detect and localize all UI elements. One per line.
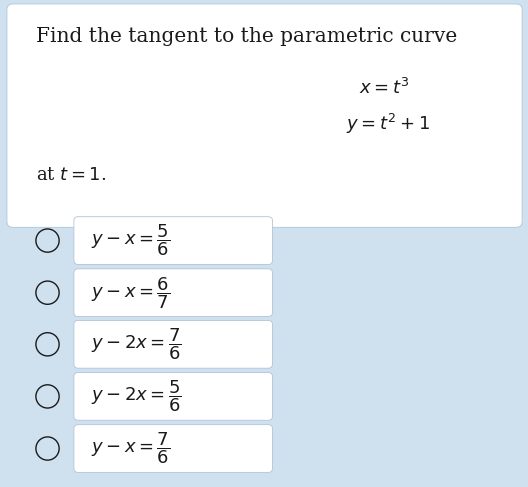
FancyBboxPatch shape <box>74 373 272 420</box>
Text: $x = t^3$: $x = t^3$ <box>359 78 410 98</box>
Text: Find the tangent to the parametric curve: Find the tangent to the parametric curve <box>36 27 457 46</box>
Text: $y - x = \dfrac{5}{6}$: $y - x = \dfrac{5}{6}$ <box>91 223 171 259</box>
FancyBboxPatch shape <box>74 269 272 317</box>
Text: $y - x = \dfrac{6}{7}$: $y - x = \dfrac{6}{7}$ <box>91 275 171 311</box>
FancyBboxPatch shape <box>74 320 272 368</box>
FancyBboxPatch shape <box>74 217 272 264</box>
Text: $y - 2x = \dfrac{7}{6}$: $y - 2x = \dfrac{7}{6}$ <box>91 326 182 362</box>
Text: $y - 2x = \dfrac{5}{6}$: $y - 2x = \dfrac{5}{6}$ <box>91 378 182 414</box>
Text: $y = t^2 + 1$: $y = t^2 + 1$ <box>346 112 430 136</box>
Text: at $t = 1$.: at $t = 1$. <box>36 166 106 184</box>
Text: $y - x = \dfrac{7}{6}$: $y - x = \dfrac{7}{6}$ <box>91 431 171 467</box>
FancyBboxPatch shape <box>7 4 522 227</box>
FancyBboxPatch shape <box>74 425 272 472</box>
